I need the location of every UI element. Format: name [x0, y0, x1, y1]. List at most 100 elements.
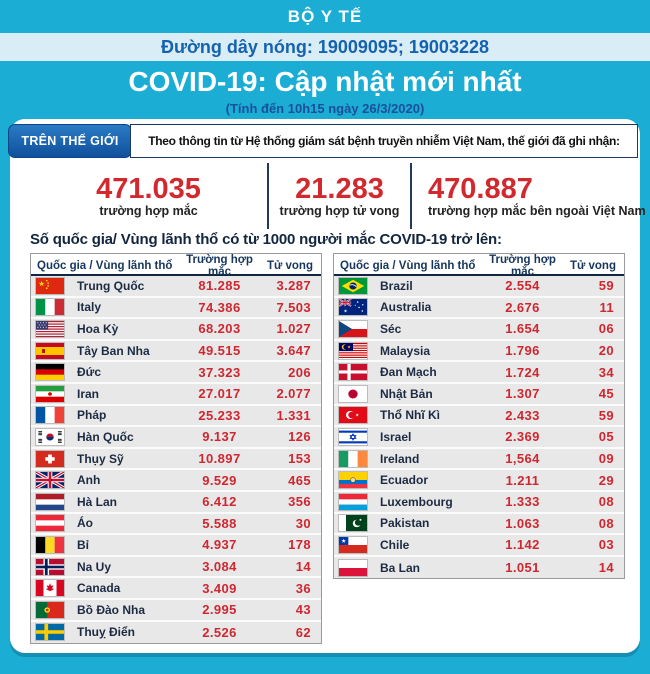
- flag-icon-australia: [334, 298, 374, 317]
- country-name: Thổ Nhĩ Kì: [380, 408, 440, 423]
- page-title: COVID-19: Cập nhật mới nhất: [128, 66, 522, 97]
- deaths-value: 06: [598, 321, 614, 337]
- cases-value: 49.515: [198, 343, 241, 359]
- flag-icon-germany: [31, 363, 71, 382]
- country-name: Pháp: [77, 408, 107, 423]
- cases-value: 1.724: [505, 364, 540, 380]
- flag-icon-denmark: [334, 363, 374, 382]
- cases-value: 2.369: [505, 429, 540, 445]
- deaths-value: 14: [598, 560, 614, 576]
- cases-value: 1.333: [505, 494, 540, 510]
- table-row: Thụy Sỹ 10.897 153: [31, 448, 321, 471]
- cases-value: 2.554: [505, 278, 540, 294]
- flag-icon-belgium: [31, 535, 71, 554]
- column-header-country: Quốc gia / Vùng lãnh thổ: [37, 260, 173, 272]
- table-row: Italy 74.386 7.503: [31, 297, 321, 320]
- column-header-country: Quốc gia / Vùng lãnh thổ: [340, 260, 476, 272]
- stat-label: trường hợp mắc: [99, 204, 198, 219]
- flag-icon-poland: [334, 558, 374, 577]
- table-row: Malaysia 1.796 20: [334, 340, 624, 363]
- stat-total-cases: 471.035 trường hợp mắc: [30, 163, 267, 229]
- country-name: Israel: [380, 429, 412, 444]
- deaths-value: 45: [598, 386, 614, 402]
- flag-icon-luxembourg: [334, 492, 374, 511]
- stat-label: trường hợp tử vong: [279, 204, 400, 219]
- country-name: Trung Quốc: [77, 278, 145, 293]
- deaths-value: 08: [598, 494, 614, 510]
- column-header-deaths: Tử vong: [266, 260, 313, 272]
- stat-label: trường hợp mắc bên ngoài Việt Nam: [428, 204, 646, 219]
- table-body: Brazil 2.554 59 Australia 2.676 11 Séc 1.654 06 M…: [334, 276, 624, 579]
- country-name: Ecuador: [380, 473, 429, 488]
- deaths-value: 34: [598, 364, 614, 380]
- stat-value: 471.035: [96, 172, 201, 205]
- country-table-right: Quốc gia / Vùng lãnh thổ Trường hợp mắc …: [333, 253, 625, 580]
- table-row: Bỉ 4.937 178: [31, 535, 321, 557]
- table-row: Na Uy 3.084 14: [31, 556, 321, 579]
- deaths-value: 08: [598, 515, 614, 531]
- table-row: Hà Lan 6.412 356: [31, 491, 321, 514]
- country-table-left: Quốc gia / Vùng lãnh thổ Trường hợp mắc …: [30, 253, 322, 645]
- table-row: Séc 1.654 06: [334, 319, 624, 341]
- table-row: Hàn Quốc 9.137 126: [31, 427, 321, 449]
- country-name: Đức: [77, 365, 102, 380]
- country-name: Australia: [380, 300, 432, 315]
- deaths-value: 1.331: [276, 407, 311, 423]
- cases-value: 74.386: [198, 299, 241, 315]
- flag-icon-spain: [31, 341, 71, 360]
- deaths-value: 356: [288, 494, 311, 510]
- flag-icon-norway: [31, 557, 71, 576]
- flag-icon-ireland: [334, 449, 374, 468]
- deaths-value: 153: [288, 451, 311, 467]
- country-name: Áo: [77, 516, 93, 531]
- deaths-value: 43: [295, 602, 311, 618]
- flag-icon-pakistan: [334, 514, 374, 533]
- country-name: Đan Mạch: [380, 365, 437, 380]
- table-row: Pakistan 1.063 08: [334, 513, 624, 536]
- cases-value: 2.526: [202, 624, 237, 640]
- country-name: Iran: [77, 386, 100, 401]
- cases-value: 4.937: [202, 537, 237, 553]
- flag-icon-chile: [334, 535, 374, 554]
- country-name: Tây Ban Nha: [77, 343, 150, 358]
- table-row: Đức 37.323 206: [31, 362, 321, 384]
- table-row: Ireland 1,564 09: [334, 448, 624, 471]
- country-name: Chile: [380, 537, 410, 552]
- deaths-value: 3.647: [276, 343, 311, 359]
- cases-value: 1.051: [505, 560, 540, 576]
- country-name: Hoa Kỳ: [77, 321, 119, 336]
- content-panel: TRÊN THẾ GIỚI Theo thông tin từ Hệ thống…: [8, 119, 646, 653]
- country-name: Na Uy: [77, 559, 112, 574]
- country-name: Pakistan: [380, 516, 430, 531]
- deaths-value: 7.503: [276, 299, 311, 315]
- cases-value: 1.654: [505, 321, 540, 337]
- country-tables: Quốc gia / Vùng lãnh thổ Trường hợp mắc …: [30, 253, 625, 645]
- flag-icon-japan: [334, 384, 374, 403]
- country-name: Italy: [77, 300, 102, 315]
- table-row: Đan Mạch 1.724 34: [334, 362, 624, 384]
- table-row: Thuỵ Điển 2.526 62: [31, 621, 321, 644]
- deaths-value: 36: [295, 580, 311, 596]
- flag-icon-china: [31, 276, 71, 295]
- deaths-value: 1.027: [276, 321, 311, 337]
- hotline-banner: Đường dây nóng: 19009095; 19003228: [0, 33, 650, 61]
- table-row: Nhật Bản 1.307 45: [334, 383, 624, 406]
- table-row: Thổ Nhĩ Kì 2.433 59: [334, 405, 624, 428]
- flag-icon-ecuador: [334, 471, 374, 490]
- country-name: Hàn Quốc: [77, 429, 134, 444]
- flag-icon-italy: [31, 298, 71, 317]
- table-row: Trung Quốc 81.285 3.287: [31, 276, 321, 298]
- ministry-title: BỘ Y TẾ: [287, 6, 363, 26]
- table-row: Áo 5.588 30: [31, 513, 321, 536]
- deaths-value: 465: [288, 472, 311, 488]
- flag-icon-switzerland: [31, 449, 71, 468]
- table-row: Luxembourg 1.333 08: [334, 491, 624, 514]
- flag-icon-netherlands: [31, 492, 71, 511]
- cases-value: 25.233: [198, 407, 241, 423]
- flag-icon-france: [31, 406, 71, 425]
- cases-value: 9.529: [202, 472, 237, 488]
- country-name: Séc: [380, 321, 402, 336]
- flag-icon-canada: [31, 579, 71, 598]
- stat-value: 21.283: [295, 172, 384, 205]
- table-row: Chile 1.142 03: [334, 535, 624, 557]
